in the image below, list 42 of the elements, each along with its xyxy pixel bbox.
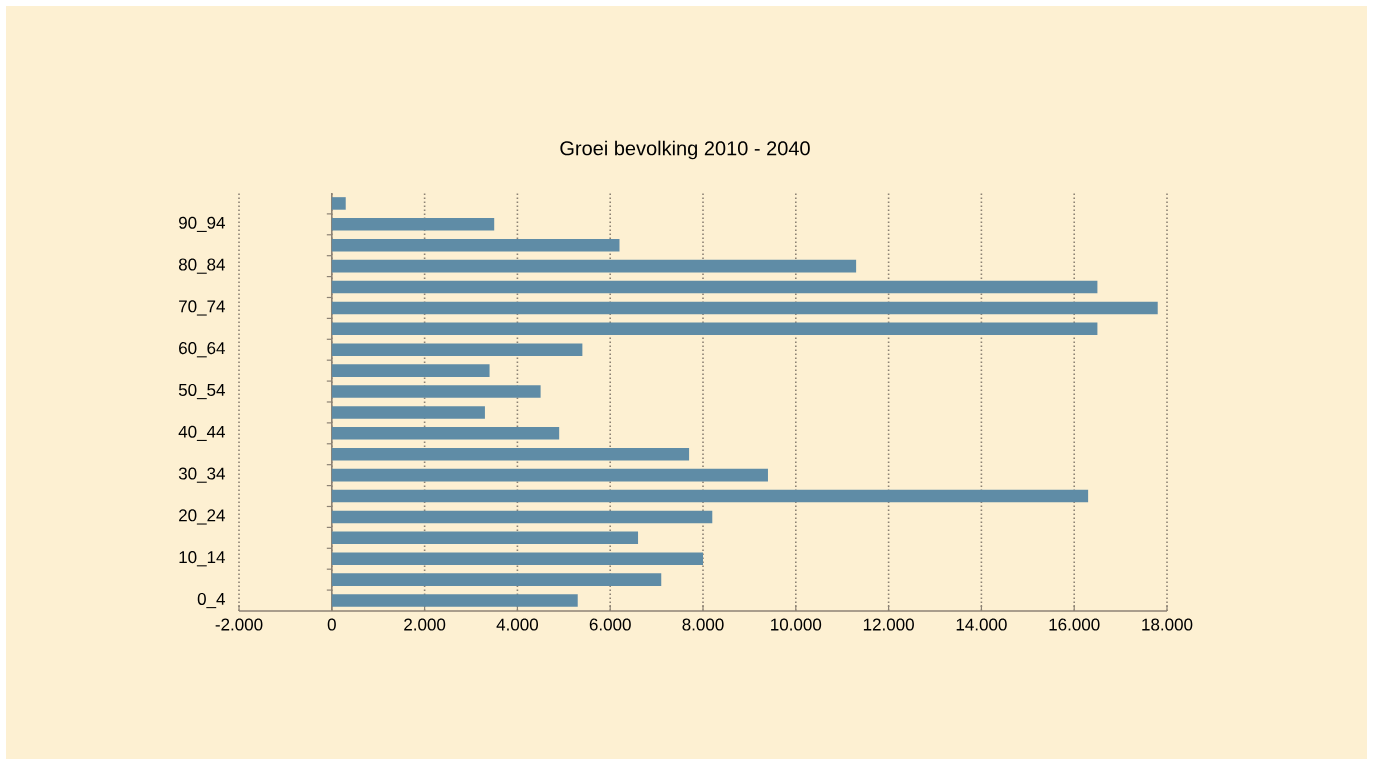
y-tick-label: 40_44 (178, 425, 225, 441)
y-tick-label: 70_74 (179, 300, 225, 316)
bar (331, 573, 662, 586)
bar (331, 197, 346, 210)
bar (331, 280, 1098, 294)
x-tick-label: 2.000 (404, 618, 446, 631)
bar (331, 427, 560, 440)
bar (331, 218, 495, 231)
y-tick-label: 60_64 (179, 342, 225, 358)
bar (331, 238, 620, 252)
x-tick-label: 14.000 (956, 618, 1007, 631)
y-tick-label: 80_84 (178, 258, 225, 274)
bar (331, 468, 768, 482)
bar (331, 322, 1098, 336)
chart-title: Groei bevolking 2010 - 2040 (560, 140, 810, 160)
x-tick-label: 10.000 (771, 618, 822, 631)
bar (331, 385, 541, 398)
y-tick-label: 10_14 (179, 551, 225, 567)
bar (331, 301, 1158, 315)
bar (331, 594, 578, 607)
bar (331, 552, 704, 565)
bar (331, 510, 713, 524)
y-tick-label: 0_4 (197, 592, 225, 609)
bar (331, 447, 690, 461)
x-tick-label: 4.000 (496, 618, 539, 631)
y-tick-label: 50_54 (178, 383, 225, 400)
x-tick-label: 0 (327, 618, 336, 631)
bar (331, 364, 490, 377)
y-tick-label: 20_24 (179, 509, 225, 525)
bar (331, 343, 583, 357)
y-tick-label: 90_94 (179, 216, 225, 232)
bar (331, 406, 485, 419)
x-tick-label: -2.000 (215, 618, 263, 631)
x-tick-label: 12.000 (863, 618, 914, 631)
y-tick-label: 30_34 (178, 467, 225, 483)
x-tick-label: 18.000 (1142, 618, 1193, 631)
x-tick-label: 6.000 (589, 618, 631, 631)
bar (331, 259, 857, 273)
x-tick-label: 8.000 (682, 618, 724, 631)
bar (331, 531, 639, 545)
x-tick-label: 16.000 (1049, 618, 1100, 631)
bar (331, 489, 1089, 503)
